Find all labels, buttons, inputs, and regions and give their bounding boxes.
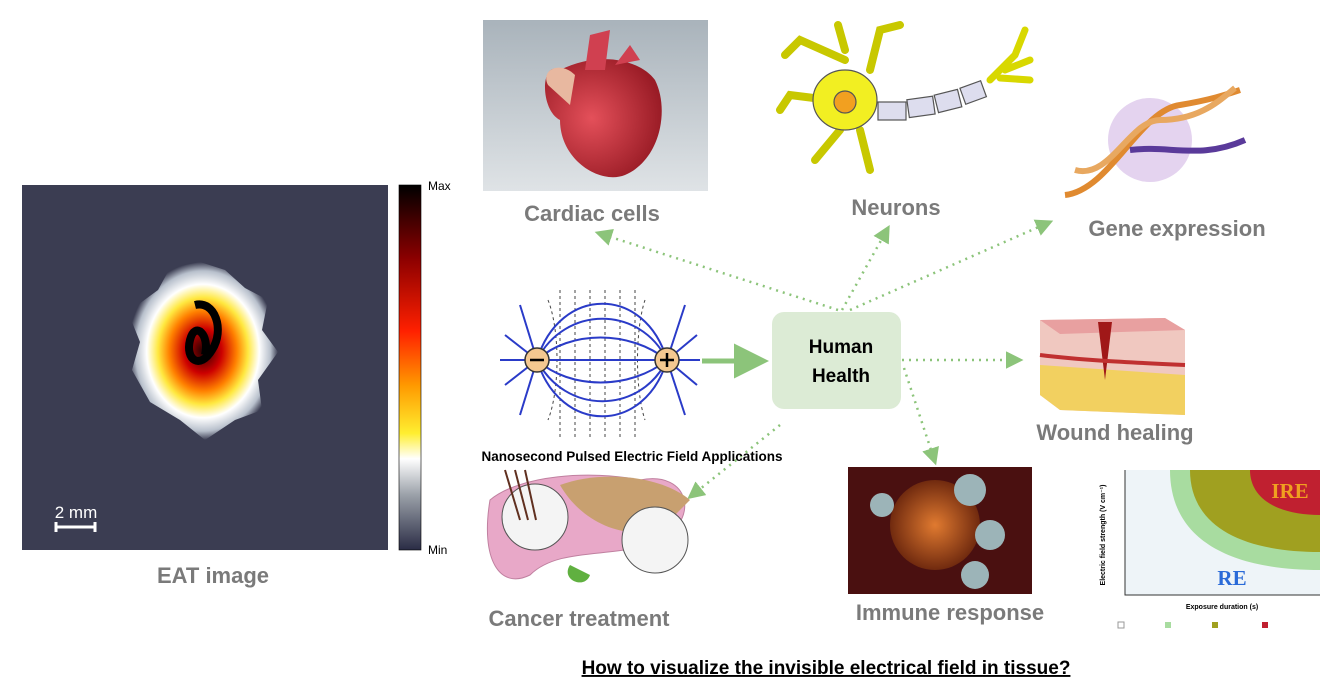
neuron-drawing: [776, 21, 1034, 174]
cardiac-label: Cardiac cells: [524, 201, 660, 226]
neurons-label: Neurons: [851, 195, 940, 220]
question: How to visualize the invisible electrica…: [582, 658, 1071, 679]
scale-bar: [54, 522, 97, 532]
heart-atrium: [546, 67, 575, 105]
gene-label: Gene expression: [1088, 216, 1265, 241]
t-cells: [870, 474, 1005, 589]
dna-drawing: [1064, 85, 1247, 198]
colorbar-max: Max: [428, 179, 451, 193]
heart-vessels: [585, 30, 640, 70]
re-label: RE: [1217, 566, 1246, 590]
cancer-label: Cancer treatment: [489, 606, 671, 631]
inset-x-label: Exposure duration (s): [1186, 604, 1258, 611]
hub-label-1: Human: [809, 337, 873, 358]
cancer-image: [486, 469, 690, 583]
hub-box: [772, 312, 901, 409]
inset-legend: [1117, 621, 1268, 629]
colorbar: [398, 184, 422, 551]
inset-chart: IRE RE Exposure duration (s) Electric fi…: [1100, 470, 1320, 629]
wound-label: Wound healing: [1036, 420, 1193, 445]
wound-image: [1039, 318, 1186, 415]
blob-core: [185, 300, 222, 365]
hub-label-2: Health: [812, 366, 870, 387]
immune-label: Immune response: [856, 600, 1044, 625]
colorbar-min: Min: [428, 543, 447, 557]
dipole-field: [500, 290, 700, 440]
scale-bar-label: 2 mm: [55, 503, 98, 522]
npef-caption: Nanosecond Pulsed Electric Field Applica…: [481, 449, 782, 464]
cancer-cell: [890, 480, 980, 570]
connectors: [594, 219, 1054, 500]
ire-label: IRE: [1271, 479, 1308, 503]
inset-y-label: Electric field strength (V cm⁻¹): [1100, 485, 1107, 586]
heart: [545, 59, 662, 178]
eat-caption: EAT image: [157, 563, 269, 588]
